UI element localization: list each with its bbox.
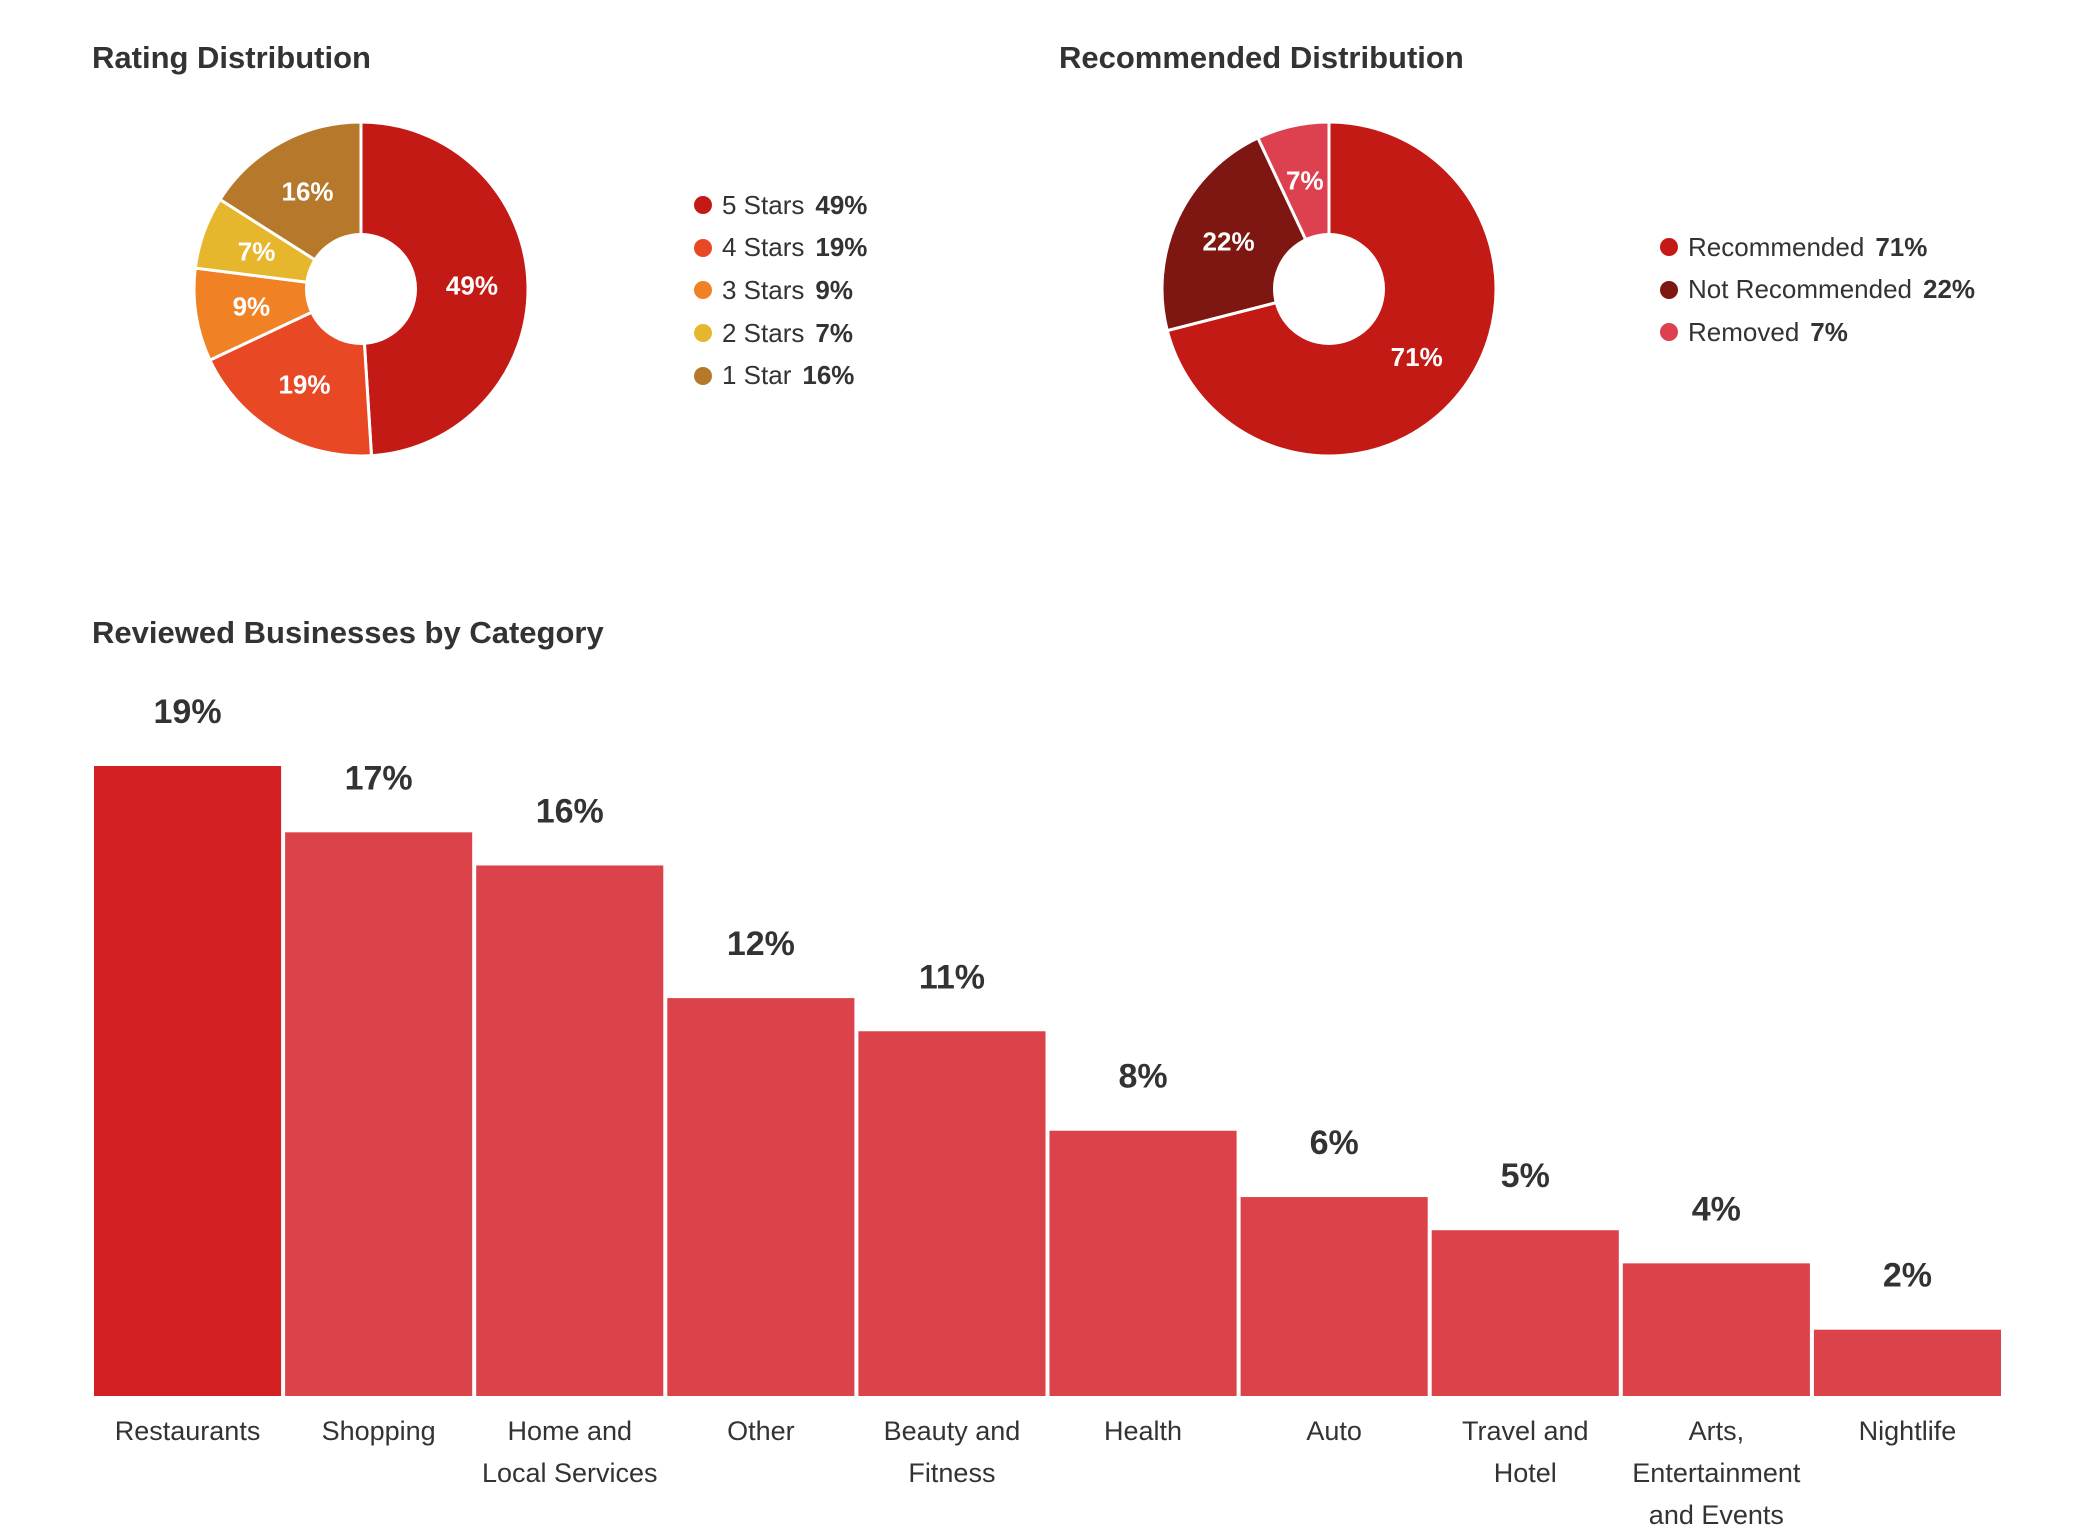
legend-value: 19% [815,232,868,263]
legend-label: Not Recommended [1688,274,1912,305]
recommended-legend: Recommended 71% Not Recommended 22% Removed 7… [1660,226,1975,354]
category-tick-label: Arts, Entertainment and Events [1632,1416,1801,1530]
legend-item-3-stars[interactable]: 3 Stars 9% [694,269,867,312]
legend-value: 16% [802,360,855,391]
bar-arts-entertainment-and-events[interactable] [1622,1263,1810,1396]
rating-legend: 5 Stars 49% 4 Stars 19% 3 Stars 9% 2 Stars 7% 1 … [694,184,867,397]
bar-value-label: 5% [1501,1157,1550,1195]
legend-item-2-stars[interactable]: 2 Stars 7% [694,312,867,355]
slice-label-not-recommended: 22% [1203,227,1255,257]
rating-distribution-donut: 49% 19% 9% 7%16% [192,120,530,458]
legend-marker-icon [694,324,712,343]
legend-label: 4 Stars [722,232,805,263]
bar-health[interactable] [1049,1130,1237,1396]
legend-label: 1 Star [722,360,792,391]
legend-item-5-stars[interactable]: 5 Stars 49% [694,184,867,227]
legend-marker-icon [694,366,712,385]
category-chart-title: Reviewed Businesses by Category [92,615,604,650]
category-tick-label: Restaurants [115,1416,261,1446]
recommended-distribution-title: Recommended Distribution [1059,40,1464,75]
legend-value: 9% [815,274,853,305]
category-tick-label: Other [727,1416,795,1446]
legend-item-4-stars[interactable]: 4 Stars 19% [694,227,867,270]
legend-label: 5 Stars [722,189,805,220]
legend-value: 7% [815,317,853,348]
legend-item-recommended[interactable]: Recommended 71% [1660,226,1975,269]
bar-shopping[interactable] [285,832,473,1396]
bar-value-label: 11% [919,958,985,996]
donut-hole [305,233,417,345]
slice-label-2-stars: 7% [238,236,276,266]
legend-marker-icon [1660,238,1678,257]
legend-item-not-recommended[interactable]: Not Recommended 22% [1660,269,1975,312]
slice-label-1-star: 16% [282,177,334,207]
bar-other[interactable] [667,998,855,1396]
bar-nightlife[interactable] [1813,1329,2001,1396]
bar-value-label: 2% [1883,1257,1932,1295]
slice-label-4-stars: 19% [278,370,330,400]
slice-label-recommended: 71% [1391,342,1443,372]
legend-label: Removed [1688,316,1800,347]
donut-hole [1273,233,1385,345]
legend-marker-icon [1660,323,1678,342]
category-tick-label: Nightlife [1859,1416,1957,1446]
rating-distribution-title: Rating Distribution [92,40,371,75]
bar-value-label: 16% [536,792,604,830]
legend-label: 2 Stars [722,317,805,348]
legend-marker-icon [1660,280,1678,299]
category-tick-label: Shopping [322,1416,436,1446]
slice-label-5-stars: 49% [446,271,498,301]
legend-value: 71% [1875,231,1928,262]
legend-marker-icon [694,281,712,300]
legend-item-removed[interactable]: Removed 7% [1660,311,1975,354]
bar-travel-and-hotel[interactable] [1431,1230,1619,1396]
category-bar-chart: 19% Restaurants 17% Shopping 16% Home and Loca… [94,693,2001,1530]
recommended-distribution-donut: 71% 22% 7% [1160,120,1498,458]
legend-label: Recommended [1688,231,1865,262]
legend-value: 7% [1810,316,1848,347]
slice-5-stars[interactable] [359,120,530,458]
legend-marker-icon [694,238,712,257]
slice-label-removed: 7% [1286,166,1324,196]
slice-label-3-stars: 9% [233,291,271,321]
category-tick-label: Travel and Hotel [1462,1416,1589,1488]
category-tick-label: Beauty and Fitness [884,1416,1021,1488]
bar-value-label: 12% [727,925,795,963]
bar-value-label: 4% [1692,1190,1741,1228]
category-tick-label: Auto [1306,1416,1362,1446]
bar-restaurants[interactable] [94,766,282,1396]
bar-home-and-local-services[interactable] [476,865,664,1396]
legend-label: 3 Stars [722,274,805,305]
bar-value-label: 6% [1310,1124,1359,1162]
category-tick-label: Health [1104,1416,1182,1446]
bar-beauty-and-fitness[interactable] [858,1031,1046,1396]
bar-value-label: 17% [345,759,413,797]
bar-auto[interactable] [1240,1197,1428,1396]
legend-value: 22% [1923,274,1976,305]
legend-item-1-star[interactable]: 1 Star 16% [694,354,867,397]
legend-value: 49% [815,189,868,220]
legend-marker-icon [694,196,712,215]
category-tick-label: Home and Local Services [482,1416,658,1488]
bar-value-label: 19% [154,693,222,731]
bar-value-label: 8% [1118,1058,1167,1096]
